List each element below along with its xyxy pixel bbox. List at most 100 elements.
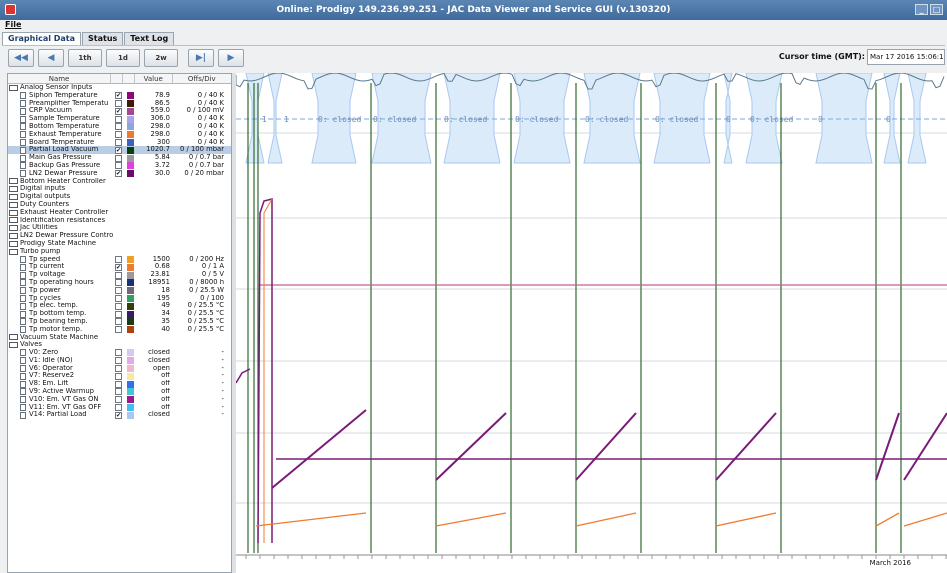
graph-area[interactable]: 1 1 0: closed 0: closed 0: closed 0: closed 0:… — [236, 73, 947, 573]
channel-visible-checkbox[interactable] — [115, 357, 122, 365]
tree-group[interactable]: Prodigy State Machine — [8, 240, 231, 248]
channel-color-swatch[interactable] — [127, 263, 134, 271]
channel-visible-checkbox[interactable] — [115, 279, 122, 287]
channel-visible-checkbox[interactable] — [115, 131, 122, 139]
channel-color-swatch[interactable] — [127, 380, 134, 388]
channel-row[interactable]: CRP Vacuum ✔ 559.0 0 / 100 mV — [8, 107, 231, 115]
tree-group[interactable]: Jac Utilities — [8, 224, 231, 232]
channel-color-swatch[interactable] — [127, 372, 134, 380]
tree-group[interactable]: Bottom Heater Controller — [8, 178, 231, 186]
channel-color-swatch[interactable] — [127, 162, 134, 170]
channel-row[interactable]: Exhaust Temperature 298.0 0 / 40 K — [8, 131, 231, 139]
tree-group[interactable]: Valves — [8, 341, 231, 349]
channel-color-swatch[interactable] — [127, 388, 134, 396]
channel-color-swatch[interactable] — [127, 357, 134, 365]
tree-group[interactable]: Digital outputs — [8, 193, 231, 201]
tab-graphical-data[interactable]: Graphical Data — [2, 32, 82, 45]
channel-row[interactable]: Partial Load Vacuum ✔ 1020.7 0 / 100 mbar — [8, 146, 231, 155]
channel-visible-checkbox[interactable] — [115, 372, 122, 380]
channel-color-swatch[interactable] — [127, 146, 134, 154]
tree-group[interactable]: Vacuum State Machine — [8, 334, 231, 342]
minimize-button[interactable]: _ — [915, 4, 928, 15]
channel-visible-checkbox[interactable] — [115, 302, 122, 310]
channel-visible-checkbox[interactable] — [115, 349, 122, 357]
channel-color-swatch[interactable] — [127, 99, 134, 107]
channel-row[interactable]: Tp current ✔ 0.68 0 / 1 A — [8, 263, 231, 271]
channel-visible-checkbox[interactable] — [115, 388, 122, 396]
tree-group[interactable]: Analog Sensor Inputs — [8, 84, 231, 92]
channel-row[interactable]: V1: Idle (NO) closed - — [8, 357, 231, 365]
channel-color-swatch[interactable] — [127, 107, 134, 115]
channel-color-swatch[interactable] — [127, 92, 134, 100]
channel-color-swatch[interactable] — [127, 271, 134, 279]
tab-status[interactable]: Status — [82, 32, 124, 45]
skip-back-button[interactable]: ◀ — [38, 49, 64, 67]
channel-visible-checkbox[interactable]: ✔ — [115, 263, 122, 271]
channel-row[interactable]: Tp speed 1500 0 / 200 Hz — [8, 256, 231, 264]
channel-row[interactable]: Sample Temperature 306.0 0 / 40 K — [8, 115, 231, 123]
channel-visible-checkbox[interactable] — [115, 326, 122, 334]
channel-row[interactable]: V14: Partial Load ✔ closed - — [8, 411, 231, 419]
channel-color-swatch[interactable] — [127, 302, 134, 310]
channel-row[interactable]: Tp motor temp. 40 0 / 25.5 °C — [8, 326, 231, 334]
skip-back-far-button[interactable]: ◀◀ — [8, 49, 34, 67]
channel-row[interactable]: Tp bearing temp. 35 0 / 25.5 °C — [8, 318, 231, 326]
channel-visible-checkbox[interactable] — [115, 396, 122, 404]
channel-color-swatch[interactable] — [127, 287, 134, 295]
channel-visible-checkbox[interactable] — [115, 138, 122, 146]
channel-color-swatch[interactable] — [127, 310, 134, 318]
channel-color-swatch[interactable] — [127, 255, 134, 263]
channel-row[interactable]: Main Gas Pressure 5.84 0 / 0.7 bar — [8, 154, 231, 162]
channel-visible-checkbox[interactable] — [115, 154, 122, 162]
channel-visible-checkbox[interactable] — [115, 271, 122, 279]
cursor-time-field[interactable]: Mar 17 2016 15:06:14 — [867, 49, 945, 65]
col-value[interactable]: Value — [135, 74, 173, 83]
channel-visible-checkbox[interactable] — [115, 365, 122, 373]
channel-color-swatch[interactable] — [127, 154, 134, 162]
channel-visible-checkbox[interactable] — [115, 255, 122, 263]
tree-group[interactable]: Digital inputs — [8, 185, 231, 193]
channel-color-swatch[interactable] — [127, 349, 134, 357]
channel-visible-checkbox[interactable] — [115, 294, 122, 302]
channel-visible-checkbox[interactable] — [115, 318, 122, 326]
channel-color-swatch[interactable] — [127, 396, 134, 404]
channel-row[interactable]: Tp bottom temp. 34 0 / 25.5 °C — [8, 310, 231, 318]
channel-row[interactable]: Tp power 18 0 / 25.5 W — [8, 287, 231, 295]
channel-row[interactable]: V11: Em. VT Gas OFF off - — [8, 404, 231, 412]
channel-row[interactable]: Tp operating hours 18951 0 / 8000 h — [8, 279, 231, 287]
channel-row[interactable]: V10: Em. VT Gas ON off - — [8, 396, 231, 404]
channel-color-swatch[interactable] — [127, 326, 134, 334]
channel-row[interactable]: Tp elec. temp. 49 0 / 25.5 °C — [8, 302, 231, 310]
channel-visible-checkbox[interactable]: ✔ — [115, 146, 122, 154]
channel-color-swatch[interactable] — [127, 365, 134, 373]
channel-color-swatch[interactable] — [127, 318, 134, 326]
channel-color-swatch[interactable] — [127, 294, 134, 302]
channel-color-swatch[interactable] — [127, 115, 134, 123]
tree-group[interactable]: Identification resistances — [8, 217, 231, 225]
channel-row[interactable]: Preamplifier Temperatu 86.5 0 / 40 K — [8, 100, 231, 108]
channel-color-swatch[interactable] — [127, 170, 134, 178]
zoom-1th-button[interactable]: 1th — [68, 49, 102, 67]
channel-row[interactable]: Board Temperature 300 0 / 40 K — [8, 139, 231, 147]
channel-row[interactable]: V7: Reserve2 off - — [8, 372, 231, 380]
channel-visible-checkbox[interactable] — [115, 115, 122, 123]
channel-color-swatch[interactable] — [127, 411, 134, 419]
channel-visible-checkbox[interactable]: ✔ — [115, 107, 122, 115]
col-offs[interactable]: Offs/Div — [187, 75, 216, 83]
tab-text-log[interactable]: Text Log — [124, 32, 175, 45]
channel-visible-checkbox[interactable]: ✔ — [115, 411, 122, 419]
maximize-button[interactable]: □ — [930, 4, 943, 15]
col-check[interactable] — [111, 74, 123, 83]
col-name[interactable]: Name — [8, 74, 112, 83]
play-button[interactable]: ▶ — [218, 49, 244, 67]
channel-visible-checkbox[interactable] — [115, 99, 122, 107]
panel-scrollbar[interactable] — [232, 73, 236, 573]
channel-color-swatch[interactable] — [127, 279, 134, 287]
channel-row[interactable]: Tp cycles 195 0 / 100 — [8, 295, 231, 303]
zoom-2w-button[interactable]: 2w — [144, 49, 178, 67]
channel-row[interactable]: V8: Em. Lift off - — [8, 380, 231, 388]
channel-color-swatch[interactable] — [127, 131, 134, 139]
tree-group[interactable]: LN2 Dewar Pressure Contro — [8, 232, 231, 240]
menu-file[interactable]: File — [5, 20, 22, 29]
channel-visible-checkbox[interactable] — [115, 123, 122, 131]
